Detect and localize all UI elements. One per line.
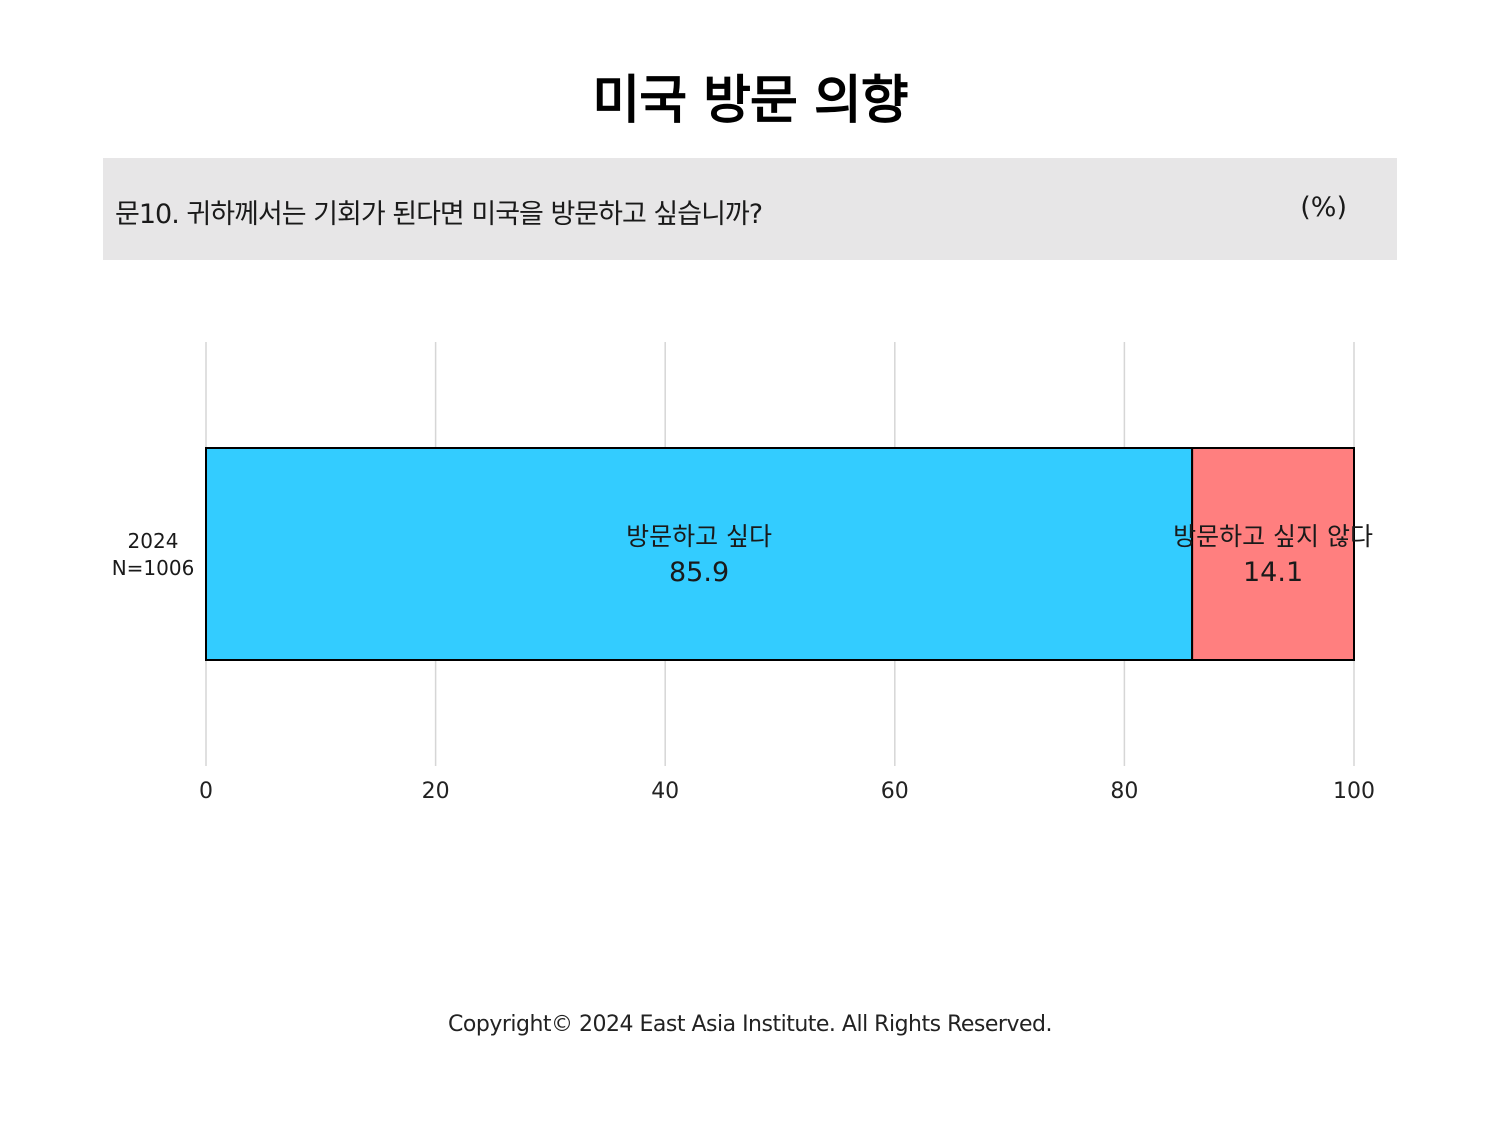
- question-text: 문10. 귀하께서는 기회가 된다면 미국을 방문하고 싶습니까?: [115, 199, 763, 230]
- segment-name-label-2: 방문하고 싶지 않다: [1173, 522, 1373, 551]
- x-tick-label-60: 60: [881, 779, 909, 804]
- category-label-line-1: 2024: [128, 529, 179, 553]
- bar-segment-2: [1191, 447, 1355, 661]
- x-tick-label-80: 80: [1110, 779, 1138, 804]
- x-tick-label-20: 20: [422, 779, 450, 804]
- segment-name-label-1: 방문하고 싶다: [626, 522, 772, 551]
- unit-label: (%): [1300, 192, 1347, 223]
- chart-title: 미국 방문 의향: [592, 71, 908, 131]
- question-box: 문10. 귀하께서는 기회가 된다면 미국을 방문하고 싶습니까? (%): [103, 158, 1397, 260]
- x-tick-label-100: 100: [1333, 779, 1375, 804]
- x-tick-label-40: 40: [651, 779, 679, 804]
- copyright-footer: Copyright© 2024 East Asia Institute. All…: [448, 1012, 1052, 1037]
- bar-segment-1: [205, 447, 1194, 661]
- segment-value-label-1: 85.9: [669, 557, 729, 588]
- category-label-line-2: N=1006: [112, 556, 195, 580]
- x-tick-label-0: 0: [199, 779, 213, 804]
- segment-value-label-2: 14.1: [1243, 557, 1303, 588]
